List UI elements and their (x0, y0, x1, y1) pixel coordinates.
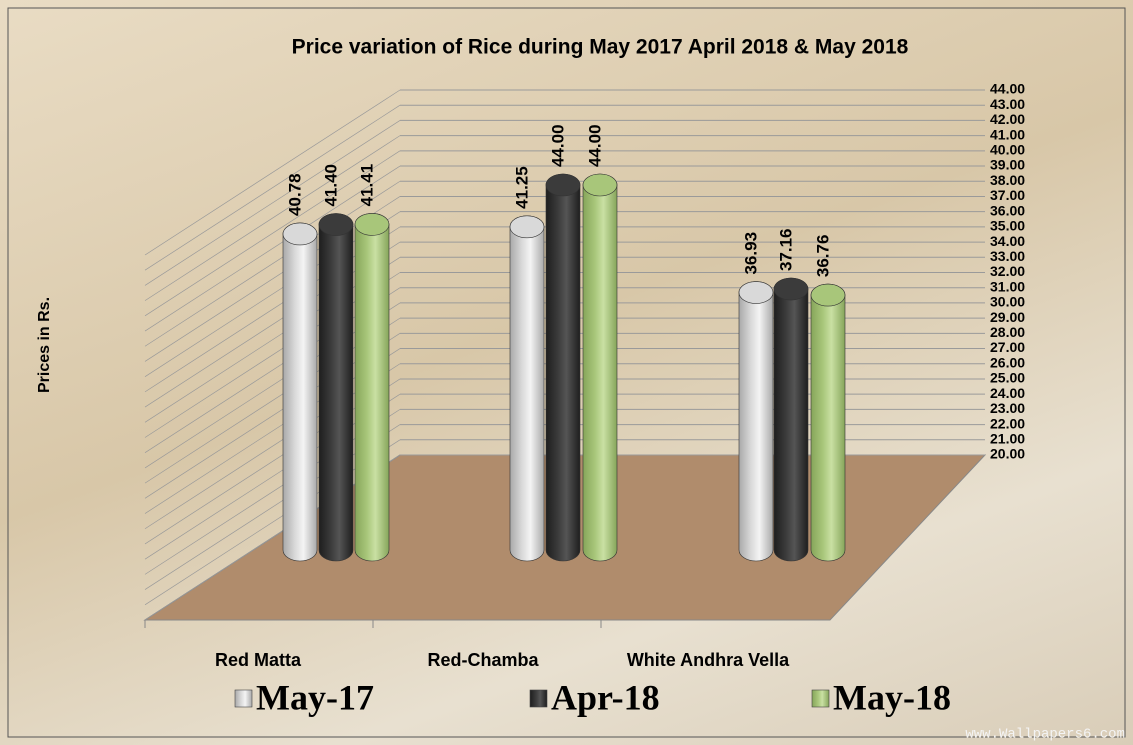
y-tick-label: 36.00 (990, 202, 1025, 218)
y-tick-label: 28.00 (990, 324, 1025, 340)
bar-top (739, 282, 773, 304)
value-label: 44.00 (548, 124, 567, 167)
value-label: 37.16 (776, 228, 795, 271)
y-tick-label: 25.00 (990, 370, 1025, 386)
y-tick-label: 20.00 (990, 446, 1025, 462)
bar-top (546, 174, 580, 196)
y-tick-label: 40.00 (990, 142, 1025, 158)
page: Price variation of Rice during May 2017 … (0, 0, 1133, 745)
y-tick-label: 32.00 (990, 263, 1025, 279)
y-tick-label: 26.00 (990, 354, 1025, 370)
bar (546, 174, 580, 561)
bar (283, 223, 317, 561)
y-tick-label: 42.00 (990, 111, 1025, 127)
bar (739, 282, 773, 561)
y-tick-label: 38.00 (990, 172, 1025, 188)
legend-label: May-17 (256, 677, 374, 717)
y-tick-label: 43.00 (990, 96, 1025, 112)
bar (319, 214, 353, 561)
bar (583, 174, 617, 561)
value-label: 40.78 (285, 173, 304, 216)
y-tick-label: 22.00 (990, 415, 1025, 431)
chart-title: Price variation of Rice during May 2017 … (292, 36, 909, 59)
y-tick-label: 44.00 (990, 81, 1025, 97)
value-label: 41.40 (321, 164, 340, 207)
y-tick-label: 21.00 (990, 430, 1025, 446)
y-tick-label: 23.00 (990, 400, 1025, 416)
watermark: www.Wallpapers6.com (965, 727, 1125, 743)
value-label: 41.41 (357, 164, 376, 207)
legend-swatch (235, 690, 252, 707)
y-axis-label: Prices in Rs. (36, 297, 53, 393)
bar-top (583, 174, 617, 196)
value-label: 41.25 (512, 166, 531, 209)
legend-label: Apr-18 (551, 677, 660, 717)
bar-top (510, 216, 544, 238)
y-tick-label: 39.00 (990, 157, 1025, 173)
value-label: 44.00 (585, 124, 604, 167)
bar-top (319, 214, 353, 236)
y-tick-label: 41.00 (990, 126, 1025, 142)
x-tick-label: White Andhra Vella (618, 641, 798, 679)
y-tick-label: 29.00 (990, 309, 1025, 325)
bar (355, 213, 389, 561)
value-label: 36.93 (741, 232, 760, 275)
chart: Price variation of Rice during May 2017 … (0, 0, 1133, 745)
legend-swatch (812, 690, 829, 707)
x-tick-label: Red Matta (168, 641, 348, 679)
y-tick-label: 31.00 (990, 278, 1025, 294)
bar (774, 278, 808, 561)
y-tick-label: 37.00 (990, 187, 1025, 203)
legend-swatch (530, 690, 547, 707)
bar-top (811, 284, 845, 306)
legend-label: May-18 (833, 677, 951, 717)
bar-top (283, 223, 317, 245)
bar (510, 216, 544, 561)
y-tick-label: 34.00 (990, 233, 1025, 249)
x-tick-label: Red-Chamba (393, 641, 573, 679)
y-tick-label: 30.00 (990, 294, 1025, 310)
bar-top (355, 213, 389, 235)
y-tick-label: 35.00 (990, 218, 1025, 234)
y-tick-label: 27.00 (990, 339, 1025, 355)
y-tick-label: 33.00 (990, 248, 1025, 264)
value-label: 36.76 (813, 235, 832, 278)
bar-top (774, 278, 808, 300)
y-tick-label: 24.00 (990, 385, 1025, 401)
bar (811, 284, 845, 561)
